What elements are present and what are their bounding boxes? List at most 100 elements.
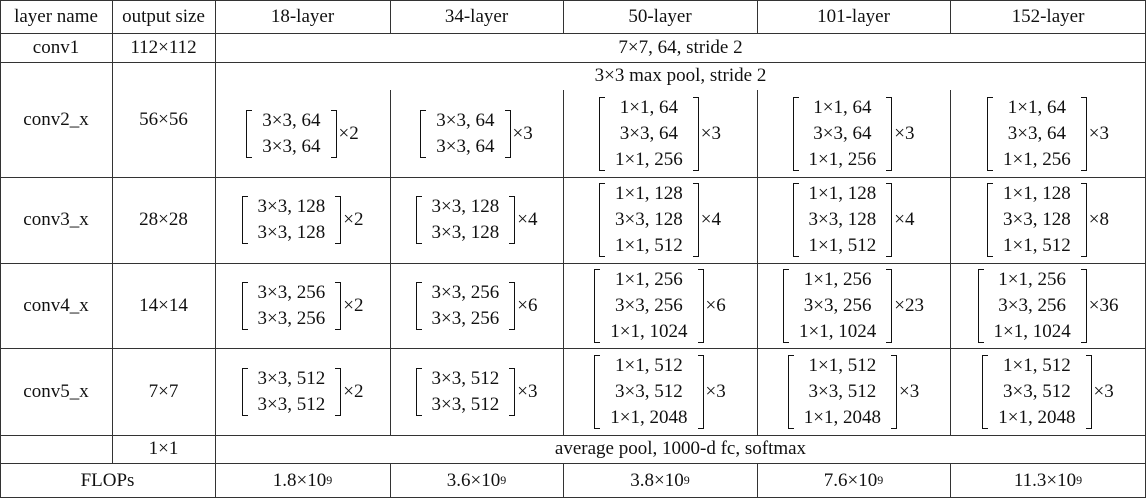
block-cell: 1×1, 512 3×3, 512 1×1, 2048 ×3 xyxy=(563,348,757,435)
block-cell: 1×1, 64 3×3, 64 1×1, 256 ×3 xyxy=(563,90,757,177)
bracket: 1×1, 512 3×3, 512 1×1, 2048 xyxy=(594,353,704,431)
block-repeat: ×3 xyxy=(899,380,920,402)
block: 3×3, 256 3×3, 256 ×6 xyxy=(415,280,537,332)
bracket: 1×1, 64 3×3, 64 1×1, 256 xyxy=(599,95,699,173)
block: 1×1, 64 3×3, 64 1×1, 256 ×3 xyxy=(987,95,1109,173)
block-line: 3×3, 256 xyxy=(998,294,1066,316)
block: 1×1, 256 3×3, 256 1×1, 1024 ×36 xyxy=(977,267,1119,345)
rule xyxy=(563,0,564,33)
block-line: 1×1, 64 xyxy=(1007,96,1066,118)
block-line: 3×3, 64 xyxy=(813,122,872,144)
bracket: 3×3, 128 3×3, 128 xyxy=(241,194,342,246)
block-cell: 3×3, 256 3×3, 256 ×6 xyxy=(390,263,563,348)
block-line: 3×3, 64 xyxy=(436,109,495,131)
block-line: 3×3, 64 xyxy=(436,135,495,157)
block-line: 3×3, 256 xyxy=(257,307,326,329)
block-line: 3×3, 512 xyxy=(1003,380,1071,402)
block: 1×1, 256 3×3, 256 1×1, 1024 ×6 xyxy=(594,267,726,345)
rule xyxy=(0,177,1146,178)
block-line: 1×1, 256 xyxy=(1003,148,1071,170)
block-line: 3×3, 512 xyxy=(808,380,877,402)
block-repeat: ×3 xyxy=(705,380,726,402)
block-line: 3×3, 512 xyxy=(257,367,326,389)
block-line: 3×3, 64 xyxy=(262,109,321,131)
block-line: 1×1, 2048 xyxy=(803,406,881,428)
block: 3×3, 128 3×3, 128 ×4 xyxy=(415,194,537,246)
block-line: 1×1, 1024 xyxy=(610,320,688,342)
block-line: 3×3, 512 xyxy=(431,393,500,415)
header-cell: 18-layer xyxy=(270,5,335,27)
block-repeat: ×2 xyxy=(343,209,364,230)
block-line: 3×3, 256 xyxy=(257,281,326,303)
bracket: 3×3, 64 3×3, 64 xyxy=(246,108,337,160)
flops-base: 3.6×10 xyxy=(446,469,501,491)
layer-name: conv1 xyxy=(32,36,80,58)
block-line: 1×1, 512 xyxy=(615,235,683,256)
block-cell: 1×1, 256 3×3, 256 1×1, 1024 ×23 xyxy=(757,263,950,348)
flops-base: 3.8×10 xyxy=(630,469,684,491)
output-size: 28×28 xyxy=(139,209,188,230)
flops-base: 1.8×10 xyxy=(272,469,327,491)
block-line: 3×3, 256 xyxy=(431,307,500,329)
block-line: 3×3, 128 xyxy=(257,222,326,243)
flops-cell: 7.6×10 9 xyxy=(757,463,950,498)
bracket: 3×3, 512 3×3, 512 xyxy=(241,366,342,418)
bracket: 1×1, 128 3×3, 128 1×1, 512 xyxy=(599,181,699,259)
block: 3×3, 256 3×3, 256 ×2 xyxy=(241,280,364,332)
block-line: 3×3, 128 xyxy=(615,209,683,230)
flops-exp: 9 xyxy=(1076,473,1083,487)
block-cell: 1×1, 512 3×3, 512 1×1, 2048 ×3 xyxy=(950,348,1146,435)
block-line: 3×3, 128 xyxy=(257,196,326,217)
block-repeat: ×3 xyxy=(517,380,538,402)
block-cell: 3×3, 64 3×3, 64 ×2 xyxy=(215,90,390,177)
block: 1×1, 512 3×3, 512 1×1, 2048 ×3 xyxy=(982,353,1114,431)
block: 3×3, 512 3×3, 512 ×2 xyxy=(241,366,363,418)
block-line: 1×1, 64 xyxy=(619,96,678,118)
bracket: 1×1, 512 3×3, 512 1×1, 2048 xyxy=(982,353,1092,431)
flops-exp: 9 xyxy=(500,473,507,487)
bracket: 3×3, 64 3×3, 64 xyxy=(420,108,511,160)
block: 1×1, 128 3×3, 128 1×1, 512 ×4 xyxy=(599,181,721,259)
block-line: 3×3, 64 xyxy=(1007,122,1066,144)
block-line: 3×3, 128 xyxy=(431,196,500,217)
block-line: 1×1, 256 xyxy=(998,268,1066,290)
output-size: 14×14 xyxy=(139,294,188,316)
block-line: 1×1, 512 xyxy=(1003,354,1071,376)
rule xyxy=(563,90,564,435)
block: 3×3, 512 3×3, 512 ×3 xyxy=(415,366,538,418)
bracket: 1×1, 256 3×3, 256 1×1, 1024 xyxy=(594,267,704,345)
block-repeat: ×2 xyxy=(343,294,364,316)
bracket: 1×1, 64 3×3, 64 1×1, 256 xyxy=(792,95,893,173)
spanning-cell: 3×3 max pool, stride 2 xyxy=(594,65,767,86)
header-cell: 152-layer xyxy=(1011,5,1085,27)
flops-cell: 11.3×10 9 xyxy=(950,463,1146,498)
block-cell: 1×1, 256 3×3, 256 1×1, 1024 ×36 xyxy=(950,263,1146,348)
block: 3×3, 128 3×3, 128 ×2 xyxy=(241,194,364,246)
block-cell: 3×3, 128 3×3, 128 ×4 xyxy=(390,177,563,263)
block: 3×3, 64 3×3, 64 ×2 xyxy=(246,108,359,160)
flops-cell: 1.8×10 9 xyxy=(215,463,390,498)
block-line: 1×1, 2048 xyxy=(610,406,688,428)
block: 1×1, 64 3×3, 64 1×1, 256 ×3 xyxy=(792,95,914,173)
bracket: 1×1, 128 3×3, 128 1×1, 512 xyxy=(792,181,893,259)
block-line: 1×1, 2048 xyxy=(998,406,1076,428)
block-line: 1×1, 512 xyxy=(1003,235,1071,256)
output-size: 1×1 xyxy=(148,438,179,459)
output-size: 56×56 xyxy=(139,108,188,130)
rule xyxy=(0,435,1146,436)
flops-base: 7.6×10 xyxy=(823,469,878,491)
block-line: 1×1, 256 xyxy=(615,148,683,170)
block-cell: 1×1, 128 3×3, 128 1×1, 512 ×8 xyxy=(950,177,1146,263)
block-cell: 3×3, 512 3×3, 512 ×2 xyxy=(215,348,390,435)
block-line: 3×3, 64 xyxy=(262,135,321,157)
block-line: 1×1, 256 xyxy=(808,148,877,170)
spanning-cell: average pool, 1000-d fc, softmax xyxy=(554,438,807,459)
layer-name: conv4_x xyxy=(23,294,89,316)
block-repeat: ×36 xyxy=(1088,294,1119,316)
rule xyxy=(950,0,951,33)
block-repeat: ×2 xyxy=(338,122,359,144)
bracket: 1×1, 128 3×3, 128 1×1, 512 xyxy=(987,181,1087,259)
block-cell: 1×1, 512 3×3, 512 1×1, 2048 ×3 xyxy=(757,348,950,435)
block-cell: 1×1, 128 3×3, 128 1×1, 512 ×4 xyxy=(757,177,950,263)
header-cell: output size xyxy=(122,5,205,27)
